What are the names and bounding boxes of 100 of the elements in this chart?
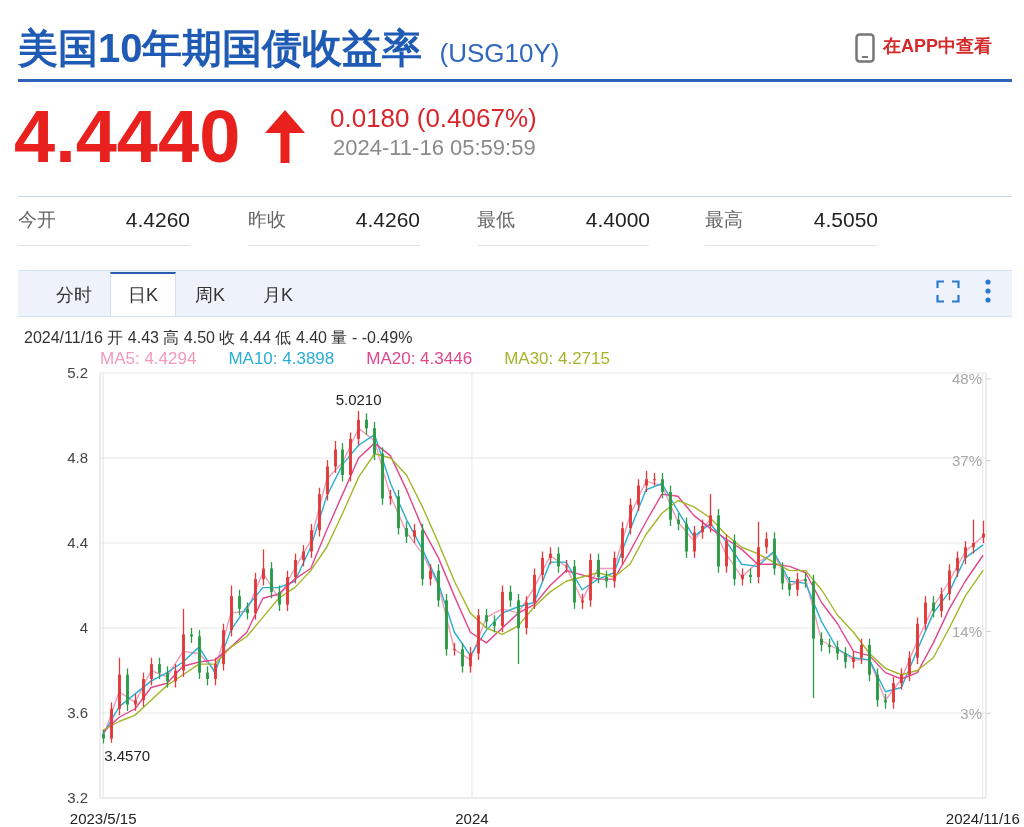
- candlestick: [493, 614, 496, 633]
- candlestick: [318, 487, 321, 538]
- candlestick: [900, 667, 903, 691]
- candlestick: [557, 546, 560, 574]
- y-tick-label: 4: [79, 619, 88, 637]
- candlestick: [365, 412, 368, 436]
- y2-tick-label: 37%: [951, 451, 982, 469]
- candlestick: [469, 646, 472, 674]
- candlestick: [533, 567, 536, 610]
- candlestick: [517, 593, 520, 665]
- candlestick: [206, 665, 209, 687]
- candlestick: [565, 559, 568, 574]
- candlestick: [405, 521, 408, 544]
- candlestick: [461, 642, 464, 674]
- candlestick: [581, 593, 584, 610]
- candlestick: [573, 559, 576, 610]
- text: 最低: [477, 209, 515, 230]
- candlestick: [653, 472, 656, 487]
- candlestick: [453, 642, 456, 657]
- y-tick-label: 4.8: [67, 449, 88, 467]
- text: 4.4260: [354, 208, 420, 231]
- candlestick: [972, 518, 975, 555]
- candlestick: [597, 552, 600, 585]
- candlestick: [373, 421, 376, 461]
- text: MA10: 4.3898: [228, 349, 335, 368]
- y2-tick-label: 14%: [951, 622, 982, 640]
- candlestick: [286, 569, 289, 612]
- candlestick: [605, 569, 608, 589]
- candlestick: [717, 508, 720, 574]
- candlestick: [230, 584, 233, 638]
- text: MA20: 4.3446: [366, 349, 473, 368]
- candlestick: [844, 646, 847, 670]
- candlestick: [166, 665, 169, 689]
- candlestick: [429, 563, 432, 587]
- candlestick: [621, 521, 624, 565]
- candlestick: [118, 657, 121, 716]
- candlestick: [916, 616, 919, 665]
- text: MA30: 4.2715: [504, 349, 610, 368]
- candlestick: [341, 442, 344, 483]
- y-tick-label: 3.2: [67, 789, 88, 807]
- text: 周K: [194, 285, 226, 305]
- candlestick: [421, 523, 424, 587]
- candlestick: [334, 440, 337, 474]
- candlestick: [278, 584, 281, 612]
- candlestick: [110, 701, 113, 744]
- candlestick: [725, 533, 728, 574]
- text: 0.0180 (0.4067%): [330, 103, 537, 133]
- chart-subtitle: (USG10Y): [439, 38, 560, 68]
- x-tick-label: 2024: [455, 809, 489, 827]
- candlestick: [804, 572, 807, 589]
- y2-tick-label: 48%: [951, 370, 982, 388]
- candlestick: [868, 637, 871, 682]
- candlestick: [349, 431, 352, 483]
- x-tick-label: 2024/11/16: [945, 809, 1020, 827]
- candlestick: [693, 525, 696, 559]
- candlestick: [509, 584, 512, 608]
- candlestick: [270, 561, 273, 599]
- text: MA5: 4.4294: [100, 349, 197, 368]
- y-tick-label: 5.2: [67, 364, 88, 382]
- text: 昨收: [248, 209, 286, 230]
- text: 今开: [18, 209, 56, 230]
- candlestick: [741, 567, 744, 587]
- candlestick: [876, 667, 879, 708]
- text: 4.4260: [124, 208, 190, 231]
- text: 4.4000: [584, 208, 650, 231]
- candlestick: [940, 586, 943, 619]
- text: 2024-11-16 05:59:59: [333, 135, 536, 160]
- candlestick: [198, 629, 201, 680]
- text: 最高: [705, 209, 743, 230]
- candlestick: [549, 546, 552, 565]
- candlestick: [134, 693, 137, 712]
- candlestick: [709, 493, 712, 534]
- y-tick-label: 3.6: [67, 704, 88, 722]
- candlestick: [445, 593, 448, 657]
- text: 分时: [55, 285, 93, 305]
- text: 4.4440: [14, 95, 241, 178]
- text: 日K: [127, 285, 159, 305]
- candlestick: [637, 478, 640, 512]
- candlestick: [964, 540, 967, 565]
- candlestick: [685, 516, 688, 559]
- candlestick: [932, 595, 935, 619]
- text: 4.5050: [812, 208, 878, 231]
- candlestick: [262, 548, 265, 587]
- x-tick-label: 2023/5/15: [69, 809, 137, 827]
- candlestick: [589, 552, 592, 608]
- candlestick: [828, 637, 831, 655]
- candlestick: [860, 637, 863, 665]
- candlestick: [908, 650, 911, 682]
- candlestick: [254, 572, 257, 621]
- candlestick: [222, 623, 225, 672]
- candlestick: [796, 572, 799, 597]
- candlestick: [389, 489, 392, 506]
- text: 在APP中查看: [883, 36, 993, 56]
- candlestick: [924, 595, 927, 631]
- candlestick: [781, 561, 784, 591]
- candlestick: [733, 533, 736, 587]
- candlestick: [836, 640, 839, 661]
- candlestick: [190, 627, 193, 644]
- candlestick: [677, 512, 680, 531]
- candlestick: [541, 550, 544, 582]
